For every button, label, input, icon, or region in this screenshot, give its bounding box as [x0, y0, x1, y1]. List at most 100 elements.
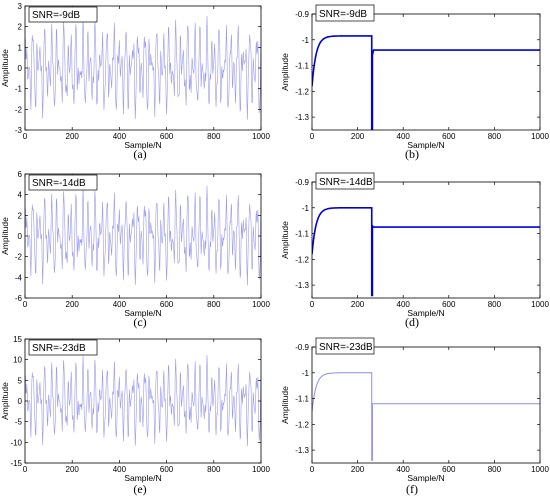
x-tick-label-b-0: 0	[310, 132, 315, 141]
series-line-b	[312, 35, 540, 130]
series-line-a	[25, 15, 261, 120]
caption-f: (f)	[406, 482, 418, 496]
y-tick-label-f-4: -0.9	[295, 343, 309, 352]
x-tick-label-f-4: 800	[488, 465, 502, 474]
x-tick-label-b-4: 800	[488, 132, 502, 141]
y-tick-label-d-1: -1.2	[295, 255, 309, 264]
y-tick-label-f-2: -1.1	[295, 395, 309, 404]
y-tick-label-d-3: -1	[302, 204, 310, 213]
x-tick-label-f-1: 200	[351, 465, 365, 474]
y-axis-label-a: Amplitude	[0, 49, 10, 87]
x-tick-label-e-1: 200	[66, 465, 80, 474]
x-axis-label-a: Sample/N	[124, 140, 161, 150]
caption-a: (a)	[133, 147, 147, 161]
snr-box-b	[315, 4, 375, 22]
y-tick-label-c-6: 6	[18, 170, 23, 179]
snr-label-a: SNR=-9dB	[32, 10, 80, 21]
y-tick-label-c-2: -2	[15, 253, 23, 262]
x-tick-label-d-0: 0	[310, 300, 315, 309]
x-tick-label-b-1: 200	[351, 132, 365, 141]
plot-frame-c	[24, 173, 262, 299]
plot-frame-f	[311, 346, 541, 464]
chart-svg-a: 0 200 400 600 800 1000 -3 -2 -1 0 1 2 3 Sample/N Ampli…	[0, 2, 270, 150]
chart-panel-b: 0 200 400 600 800 1000 -1.3 -1.2 -1.1 -1 -0.9 Sampl…	[276, 0, 550, 155]
y-tick-label-d-0: -1.3	[295, 281, 309, 290]
y-tick-label-a-3: 0	[18, 64, 23, 73]
x-tick-label-f-5: 1000	[531, 465, 549, 474]
x-tick-label-e-0: 0	[23, 465, 28, 474]
y-axis-label-f: Amplitude	[280, 386, 290, 424]
x-tick-label-d-2: 400	[397, 300, 411, 309]
y-tick-label-f-1: -1.2	[295, 420, 309, 429]
series-line-d	[312, 206, 540, 297]
snr-box-a	[28, 6, 98, 23]
y-tick-label-a-5: 2	[18, 23, 23, 32]
y-tick-label-c-3: 0	[18, 232, 23, 241]
x-tick-label-d-3: 600	[442, 300, 456, 309]
chart-svg-d: 0 200 400 600 800 1000 -1.3 -1.2 -1.1 -1 -0.9 Sampl…	[280, 172, 549, 318]
y-tick-label-f-3: -1	[302, 369, 310, 378]
x-tick-label-e-5: 1000	[252, 465, 270, 474]
y-tick-label-b-0: -1.3	[295, 113, 309, 122]
y-tick-label-a-2: -1	[15, 85, 23, 94]
chart-panel-e: 0 200 400 600 800 1000 -15 -10 -5 0 5 10 15 Sample/N A…	[0, 333, 270, 488]
y-tick-label-c-1: -4	[15, 273, 23, 282]
x-tick-label-e-3: 600	[160, 465, 174, 474]
y-tick-label-f-0: -1.3	[295, 446, 309, 455]
caption-e: (e)	[133, 482, 147, 496]
x-tick-label-c-3: 600	[160, 300, 174, 309]
x-tick-label-a-0: 0	[23, 132, 28, 141]
x-tick-label-f-2: 400	[397, 465, 411, 474]
caption-b: (b)	[405, 147, 419, 161]
caption-d: (d)	[405, 315, 419, 329]
snr-box-c	[28, 174, 98, 191]
y-tick-label-e-0: -15	[10, 459, 22, 468]
x-tick-label-e-4: 800	[207, 465, 221, 474]
plot-frame-b	[311, 13, 541, 131]
y-tick-label-e-5: 10	[13, 356, 22, 365]
chart-svg-b: 0 200 400 600 800 1000 -1.3 -1.2 -1.1 -1 -0.9 Sampl…	[280, 4, 549, 150]
chart-panel-a: 0 200 400 600 800 1000 -3 -2 -1 0 1 2 3 Sample/N Ampli…	[0, 0, 270, 155]
x-tick-label-b-2: 400	[397, 132, 411, 141]
snr-label-c: SNR=-14dB	[32, 178, 86, 189]
x-tick-label-a-2: 400	[113, 132, 127, 141]
caption-c: (c)	[133, 315, 147, 329]
x-tick-label-f-3: 600	[442, 465, 456, 474]
x-axis-label-c: Sample/N	[124, 308, 161, 318]
y-tick-label-e-6: 15	[13, 335, 22, 344]
x-tick-label-f-0: 0	[310, 465, 315, 474]
snr-box-d	[315, 172, 375, 190]
x-tick-label-c-1: 200	[66, 300, 80, 309]
chart-svg-c: 0 200 400 600 800 1000 -6 -4 -2 0 2 4 6 Sample/N Ampli…	[0, 170, 270, 318]
snr-label-d: SNR=-14dB	[319, 177, 373, 188]
x-tick-label-c-5: 1000	[252, 300, 270, 309]
y-tick-label-a-6: 3	[18, 2, 23, 11]
y-axis-label-c: Amplitude	[0, 217, 10, 255]
x-tick-label-d-1: 200	[351, 300, 365, 309]
x-tick-label-a-4: 800	[207, 132, 221, 141]
x-tick-label-a-5: 1000	[252, 132, 270, 141]
x-tick-label-d-5: 1000	[531, 300, 549, 309]
x-tick-label-a-3: 600	[160, 132, 174, 141]
chart-panel-c: 0 200 400 600 800 1000 -6 -4 -2 0 2 4 6 Sample/N Ampli…	[0, 168, 270, 323]
y-axis-label-e: Amplitude	[0, 382, 10, 420]
plot-frame-a	[24, 5, 262, 131]
y-tick-label-e-4: 5	[18, 376, 23, 385]
y-tick-label-b-4: -0.9	[295, 10, 309, 19]
x-tick-label-b-5: 1000	[531, 132, 549, 141]
y-tick-label-d-4: -0.9	[295, 178, 309, 187]
y-tick-label-e-2: -5	[15, 418, 23, 427]
y-tick-label-c-4: 2	[18, 211, 23, 220]
series-line-f	[312, 372, 540, 461]
x-tick-label-c-2: 400	[113, 300, 127, 309]
snr-label-e: SNR=-23dB	[32, 343, 86, 354]
y-tick-label-e-3: 0	[18, 397, 23, 406]
snr-box-f	[315, 337, 375, 355]
chart-panel-f: 0 200 400 600 800 1000 -1.3 -1.2 -1.1 -1 -0.9 Sampl…	[276, 333, 550, 488]
x-tick-label-a-1: 200	[66, 132, 80, 141]
y-tick-label-a-4: 1	[18, 43, 23, 52]
snr-label-b: SNR=-9dB	[319, 9, 367, 20]
plot-frame-e	[24, 338, 262, 464]
x-tick-label-b-3: 600	[442, 132, 456, 141]
y-tick-label-a-1: -2	[15, 105, 23, 114]
